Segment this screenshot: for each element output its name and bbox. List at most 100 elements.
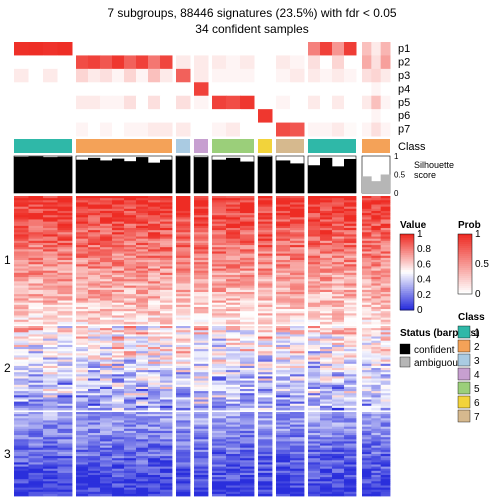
prob-cell xyxy=(362,82,372,96)
heatmap-cell xyxy=(240,494,254,497)
prob-cell xyxy=(136,96,149,110)
prob-cell xyxy=(240,82,255,96)
heatmap-cell xyxy=(124,408,136,411)
heatmap-cell xyxy=(88,408,100,411)
prob-cell xyxy=(240,96,255,110)
prob-cell xyxy=(112,96,125,110)
class-block xyxy=(362,139,390,153)
heatmap-cell xyxy=(124,494,136,497)
legend-value-tick: 0 xyxy=(417,305,423,316)
prob-cell xyxy=(148,55,161,69)
prob-cell xyxy=(308,109,321,123)
prob-cell xyxy=(124,42,137,56)
sil-bar xyxy=(124,161,136,193)
sil-bar xyxy=(29,156,44,193)
prob-cell xyxy=(344,123,357,137)
legend-class-swatch xyxy=(458,354,470,366)
prob-cell xyxy=(226,96,241,110)
heatmap-cell xyxy=(362,408,372,411)
prob-cell xyxy=(212,96,227,110)
heatmap-cell xyxy=(176,322,190,325)
prob-cell xyxy=(136,82,149,96)
prob-cell xyxy=(212,42,227,56)
heatmap-cell xyxy=(160,494,172,497)
prob-cell xyxy=(381,42,391,56)
prob-cell xyxy=(136,55,149,69)
sil-tick: 1 xyxy=(394,152,399,161)
heatmap-cell xyxy=(240,408,254,411)
heatmap-cell xyxy=(332,408,344,411)
prob-cell xyxy=(176,69,191,83)
heatmap-cell xyxy=(14,322,29,325)
prob-cell xyxy=(112,55,125,69)
heatmap-cell xyxy=(88,494,100,497)
prob-cell xyxy=(276,109,291,123)
sil-bar xyxy=(332,166,344,193)
heatmap-cell xyxy=(344,408,356,411)
heatmap-cell xyxy=(344,322,356,325)
legend-class-swatch xyxy=(458,340,470,352)
sil-bar xyxy=(43,157,58,193)
prob-cell xyxy=(381,55,391,69)
legend-prob-tick: 0 xyxy=(475,289,481,300)
class-block xyxy=(212,139,254,153)
heatmap-cell xyxy=(58,322,73,325)
prob-cell xyxy=(14,109,29,123)
prob-cell xyxy=(76,82,89,96)
prob-cell xyxy=(290,55,305,69)
heatmap-cell xyxy=(176,494,190,497)
prob-cell xyxy=(332,55,345,69)
sil-bar xyxy=(320,158,332,193)
prob-cell xyxy=(29,123,44,137)
prob-cell xyxy=(371,109,381,123)
heatmap-cell xyxy=(14,408,29,411)
prob-cell xyxy=(258,123,273,137)
heatmap-cell xyxy=(258,494,272,497)
heatmap-cell xyxy=(371,408,381,411)
sil-label: score xyxy=(414,170,436,180)
legend-prob-tick: 1 xyxy=(475,229,481,240)
prob-cell xyxy=(176,123,191,137)
prob-cell xyxy=(160,82,173,96)
prob-cell xyxy=(160,55,173,69)
sil-bar xyxy=(76,160,88,193)
prob-cell xyxy=(371,82,381,96)
heatmap-cell xyxy=(344,494,356,497)
prob-cell xyxy=(100,42,113,56)
prob-cell xyxy=(258,55,273,69)
heatmap-cell xyxy=(100,408,112,411)
prob-cell xyxy=(124,55,137,69)
heatmap-cell xyxy=(58,408,73,411)
legend-value-tick: 1 xyxy=(417,229,423,240)
heatmap-cell xyxy=(240,322,254,325)
prob-cell xyxy=(362,96,372,110)
prob-cell xyxy=(112,42,125,56)
heatmap-cell xyxy=(76,322,88,325)
prob-cell xyxy=(88,55,101,69)
prob-cell xyxy=(43,123,58,137)
legend-class-label: 6 xyxy=(474,398,480,409)
prob-cell xyxy=(194,123,209,137)
prob-cell xyxy=(14,82,29,96)
class-block xyxy=(276,139,304,153)
prob-cell xyxy=(29,42,44,56)
prob-row-label: p1 xyxy=(398,43,410,55)
prob-cell xyxy=(240,69,255,83)
heatmap-cell xyxy=(160,322,172,325)
heatmap-cell xyxy=(136,408,148,411)
prob-cell xyxy=(212,109,227,123)
prob-cell xyxy=(136,109,149,123)
heatmap-cell xyxy=(148,494,160,497)
legend-class-title: Class xyxy=(458,312,485,323)
prob-cell xyxy=(136,69,149,83)
prob-cell xyxy=(332,69,345,83)
prob-cell xyxy=(276,123,291,137)
prob-cell xyxy=(258,96,273,110)
heatmap-cell xyxy=(29,408,44,411)
prob-cell xyxy=(194,42,209,56)
prob-cell xyxy=(344,82,357,96)
heatmap-cell xyxy=(362,494,372,497)
prob-cell xyxy=(100,96,113,110)
legend-class-label: 3 xyxy=(474,356,480,367)
page-subtitle: 34 confident samples xyxy=(0,22,504,36)
